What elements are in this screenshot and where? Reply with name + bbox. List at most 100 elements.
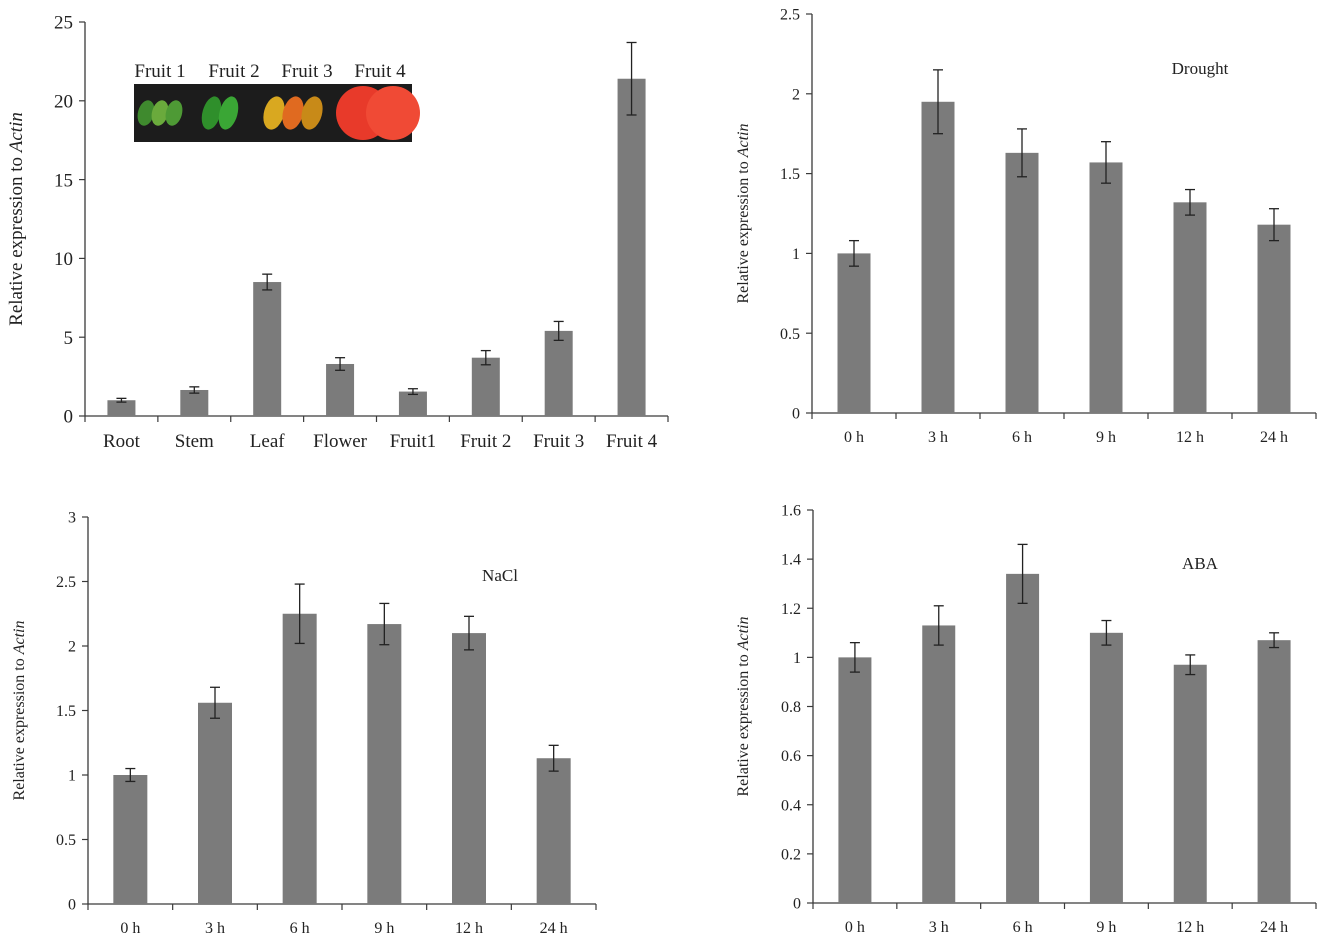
bar-24h — [1257, 224, 1291, 413]
y-tick-label: 20 — [54, 91, 73, 112]
x-category-label: 12 h — [455, 920, 483, 937]
x-category-label: Root — [103, 431, 141, 452]
x-category-label: Stem — [175, 431, 214, 452]
inset-fruits — [137, 86, 420, 140]
fruit-2-shape — [218, 96, 239, 130]
y-axis-title-text: Relative expression to — [735, 157, 752, 303]
bar-12h — [1173, 664, 1207, 903]
bar-flower — [326, 363, 355, 416]
y-tick-label: 1 — [792, 246, 800, 263]
y-tick-label: 1 — [68, 768, 76, 785]
x-category-label: Leaf — [250, 431, 285, 452]
y-axis-title-italic: Actin — [11, 621, 28, 656]
x-category-label: 6 h — [1012, 429, 1032, 446]
fruit-1-shape — [165, 100, 183, 126]
fruit-photo-inset: Fruit 1 Fruit 2 Fruit 3 Fruit 4 — [134, 61, 420, 142]
bar-6h — [1006, 573, 1040, 903]
condition-annotation: ABA — [1182, 554, 1219, 573]
nacl-chart: 0 0.5 1 1.5 2 2.5 3 0 h 3 h 6 h 9 h 12 h 24 h Relativ… — [11, 510, 597, 937]
bar-9h — [367, 624, 402, 904]
bar-root — [107, 400, 136, 416]
y-tick-label: 0.8 — [781, 699, 801, 716]
y-tick-label: 2.5 — [780, 7, 800, 24]
x-category-label: 24 h — [1260, 429, 1288, 446]
y-tick-label: 1.2 — [781, 601, 801, 618]
y-tick-label: 3 — [68, 510, 76, 527]
x-category-label: Fruit 2 — [460, 431, 511, 452]
bar-3h — [922, 625, 956, 903]
y-axis-title-text: Relative expression to — [6, 152, 27, 326]
bar-fruit4 — [617, 78, 646, 417]
x-category-label: 12 h — [1176, 919, 1204, 936]
aba-chart: 0 0.2 0.4 0.6 0.8 1 1.2 1.4 1.6 0 h 3 h 6 h 9 h 12 h 2… — [735, 503, 1317, 936]
x-category-label: 9 h — [374, 920, 394, 937]
y-tick-label: 2 — [68, 639, 76, 656]
bar-0h — [837, 253, 871, 413]
y-tick-label: 0.6 — [781, 748, 801, 765]
y-axis-title-italic: Actin — [735, 617, 752, 652]
x-category-label: 6 h — [1013, 919, 1033, 936]
fruit-4-shape — [366, 86, 420, 140]
fruit-3-shape — [301, 96, 323, 130]
y-tick-label: 0.5 — [56, 832, 76, 849]
y-axis-title: Relative expression to Actin — [6, 112, 27, 326]
bar-3h — [921, 101, 955, 413]
y-tick-label: 2 — [792, 86, 800, 103]
y-tick-label: 0 — [793, 896, 801, 913]
x-category-label: Flower — [313, 431, 368, 452]
drought-chart: 0 0.5 1 1.5 2 2.5 0 h 3 h 6 h 9 h 12 h 24 h Relative… — [735, 7, 1317, 446]
bar-leaf — [253, 282, 282, 416]
bar-3h — [198, 702, 232, 904]
y-tick-label: 1 — [793, 650, 801, 667]
y-tick-label: 15 — [54, 170, 73, 191]
y-tick-label: 0.4 — [781, 797, 801, 814]
condition-annotation: NaCl — [482, 566, 518, 585]
x-category-label: Fruit1 — [390, 431, 436, 452]
y-tick-label: 1.5 — [780, 166, 800, 183]
y-tick-label: 0 — [64, 407, 74, 428]
y-tick-label: 1.5 — [56, 703, 76, 720]
bar-6h — [1005, 152, 1039, 414]
bar-6h — [282, 613, 317, 904]
y-tick-label: 5 — [64, 328, 74, 349]
y-tick-label: 1.4 — [781, 552, 801, 569]
y-axis-title: Relative expression to Actin — [11, 621, 28, 801]
bar-fruit1 — [398, 391, 427, 416]
bar-fruit2 — [471, 357, 500, 416]
bar-12h — [1173, 202, 1207, 413]
y-axis-title: Relative expression to Actin — [735, 124, 752, 304]
y-tick-label: 1.6 — [781, 503, 801, 520]
y-tick-label: 0 — [68, 897, 76, 914]
inset-label-fruit4: Fruit 4 — [354, 61, 406, 82]
inset-label-fruit2: Fruit 2 — [208, 61, 259, 82]
y-tick-label: 10 — [54, 249, 73, 270]
y-axis-title-italic: Actin — [735, 124, 752, 159]
x-category-label: 0 h — [844, 429, 864, 446]
tissue-expression-chart: 0 5 10 15 20 25 Root Stem Leaf Flower Fruit1 Fruit … — [6, 13, 669, 452]
fruit-1-shape — [137, 100, 155, 126]
x-category-label: 24 h — [540, 920, 568, 937]
fruit-1-shape — [151, 100, 169, 126]
bar-9h — [1089, 162, 1123, 413]
x-category-label: 6 h — [290, 920, 310, 937]
fruit-3-shape — [263, 96, 285, 130]
y-axis-title-text: Relative expression to — [735, 650, 752, 796]
y-axis-title-italic: Actin — [6, 112, 27, 154]
fruit-3-shape — [282, 96, 304, 130]
x-category-label: 3 h — [929, 919, 949, 936]
bar-24h — [536, 758, 571, 904]
x-category-label: Fruit 4 — [606, 431, 658, 452]
y-axis-title: Relative expression to Actin — [735, 617, 752, 797]
bar-12h — [452, 633, 486, 904]
y-tick-label: 0 — [792, 406, 800, 423]
y-tick-label: 25 — [54, 13, 73, 34]
x-category-label: 9 h — [1096, 919, 1116, 936]
inset-label-fruit1: Fruit 1 — [134, 61, 185, 82]
condition-annotation: Drought — [1172, 59, 1229, 78]
bar-0h — [113, 775, 148, 904]
y-axis-title-text: Relative expression to — [11, 654, 28, 800]
x-category-label: 9 h — [1096, 429, 1116, 446]
x-category-label: Fruit 3 — [533, 431, 584, 452]
y-tick-label: 0.5 — [780, 326, 800, 343]
